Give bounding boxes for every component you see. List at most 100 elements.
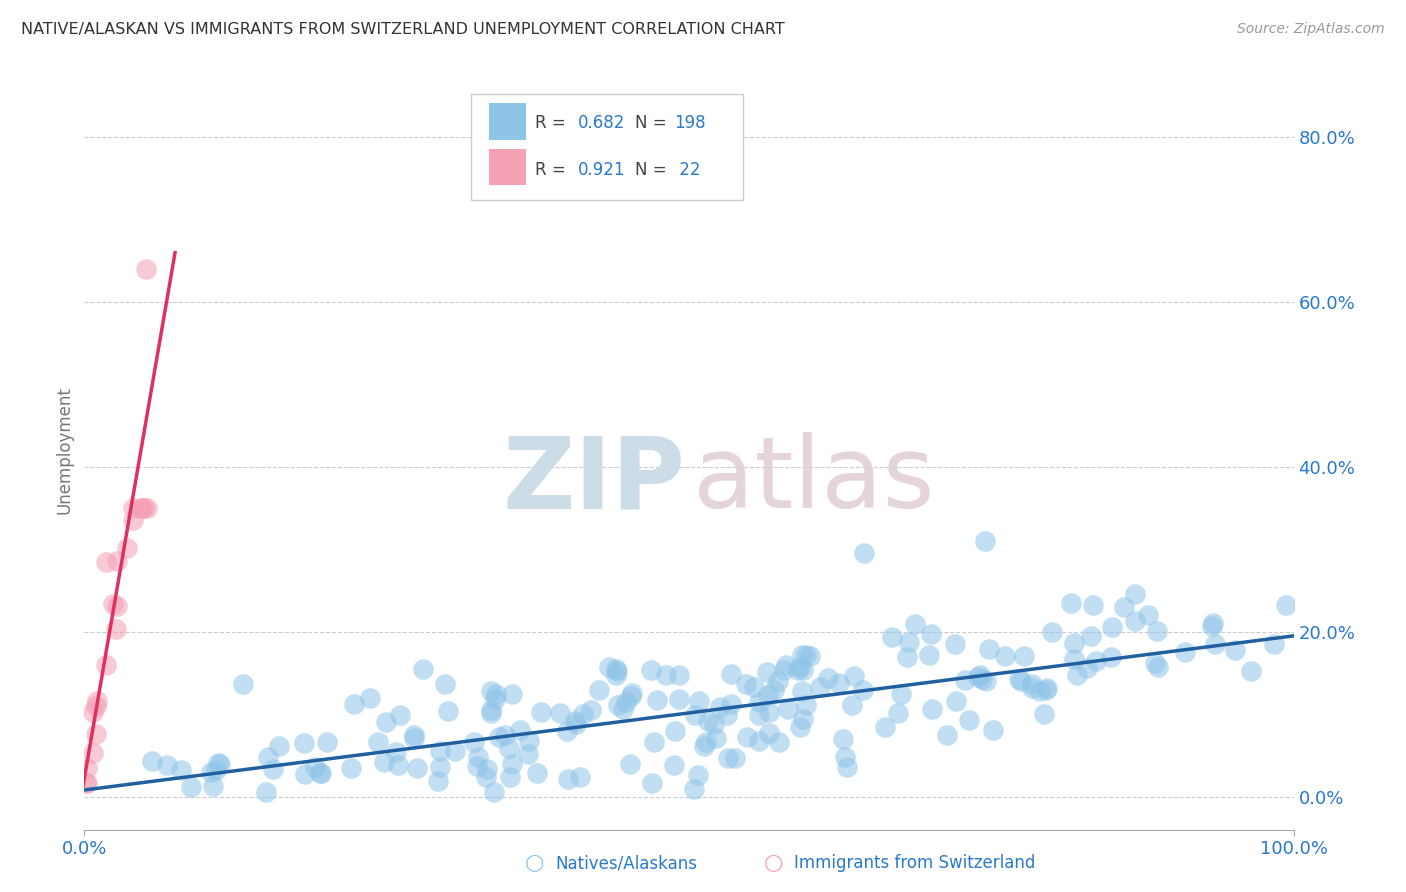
Point xyxy=(384,745,406,759)
Text: N =: N = xyxy=(634,161,672,179)
Point xyxy=(373,755,395,769)
Point xyxy=(433,677,456,691)
Point xyxy=(501,756,523,771)
Point xyxy=(359,691,381,706)
Point xyxy=(704,731,727,746)
Point xyxy=(568,770,591,784)
Point xyxy=(1137,608,1160,623)
Point xyxy=(84,727,107,741)
Point xyxy=(720,666,742,681)
Point xyxy=(129,501,152,516)
Point xyxy=(292,736,315,750)
Point xyxy=(105,599,128,614)
Point xyxy=(76,776,98,790)
Point xyxy=(792,712,814,726)
Point xyxy=(76,761,98,775)
Point xyxy=(404,731,426,746)
Point xyxy=(742,680,765,694)
Point xyxy=(96,658,118,673)
Point xyxy=(209,757,232,772)
Point xyxy=(588,682,610,697)
Point xyxy=(180,780,202,794)
Point xyxy=(695,735,717,749)
Point xyxy=(555,723,578,738)
Text: Natives/Alaskans: Natives/Alaskans xyxy=(555,855,697,872)
Point xyxy=(688,693,710,707)
Point xyxy=(200,765,222,780)
Point xyxy=(920,626,942,640)
Point xyxy=(463,735,485,749)
Point xyxy=(1012,648,1035,663)
Point xyxy=(479,703,502,717)
Point xyxy=(557,772,579,786)
Point xyxy=(834,749,856,764)
Point xyxy=(758,705,780,719)
Point xyxy=(775,657,797,672)
Point xyxy=(1063,652,1085,666)
Point xyxy=(254,785,277,799)
Point xyxy=(605,668,627,682)
Point xyxy=(606,665,628,679)
Point xyxy=(620,685,643,699)
Point xyxy=(412,662,434,676)
Point xyxy=(832,732,855,747)
Point xyxy=(294,767,316,781)
Point xyxy=(790,683,813,698)
Point xyxy=(686,768,709,782)
Point xyxy=(367,734,389,748)
FancyBboxPatch shape xyxy=(471,95,744,201)
Point xyxy=(789,660,811,674)
Point xyxy=(131,501,153,516)
Point xyxy=(748,695,770,709)
Point xyxy=(501,687,523,701)
Point xyxy=(156,758,179,772)
Point xyxy=(724,750,747,764)
Point xyxy=(645,693,668,707)
Text: R =: R = xyxy=(536,114,571,132)
Point xyxy=(612,702,634,716)
Point xyxy=(257,750,280,764)
Point xyxy=(479,706,502,721)
Point xyxy=(787,663,810,677)
Point xyxy=(693,739,716,754)
Point xyxy=(969,667,991,681)
Point xyxy=(267,739,290,754)
Point xyxy=(499,770,522,784)
Point xyxy=(475,770,498,784)
Point xyxy=(735,730,758,744)
Point xyxy=(82,705,104,719)
Point xyxy=(974,673,997,688)
Point xyxy=(104,622,127,636)
Point xyxy=(655,667,678,681)
Point xyxy=(548,706,571,720)
Point xyxy=(1240,664,1263,678)
Point xyxy=(479,684,502,698)
Point xyxy=(1123,615,1146,629)
Point xyxy=(697,714,720,728)
Point xyxy=(945,694,967,708)
Point xyxy=(790,648,813,662)
Point xyxy=(232,677,254,691)
Point xyxy=(304,760,326,774)
Point xyxy=(748,734,770,748)
Point xyxy=(1076,661,1098,675)
Point xyxy=(758,726,780,740)
Point xyxy=(101,597,124,611)
Point xyxy=(475,763,498,777)
Point xyxy=(1008,672,1031,686)
Point xyxy=(429,744,451,758)
Text: Immigrants from Switzerland: Immigrants from Switzerland xyxy=(794,855,1036,872)
Point xyxy=(755,665,778,679)
Point xyxy=(202,779,225,793)
Point xyxy=(720,697,742,711)
Point xyxy=(620,689,643,703)
Point xyxy=(136,501,159,516)
Point xyxy=(1040,624,1063,639)
Point xyxy=(778,701,800,715)
Point xyxy=(426,773,449,788)
Point xyxy=(86,699,108,714)
Point xyxy=(882,630,904,644)
Point xyxy=(970,672,993,686)
Point xyxy=(105,554,128,568)
Point xyxy=(388,707,411,722)
